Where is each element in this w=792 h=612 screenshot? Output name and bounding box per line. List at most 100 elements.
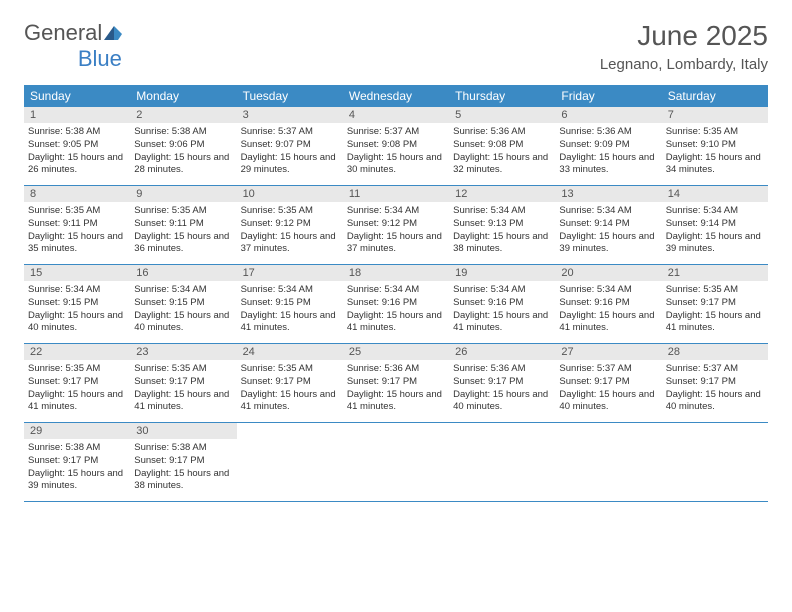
sunset-text: Sunset: 9:15 PM xyxy=(28,297,126,310)
day-content: Sunrise: 5:37 AMSunset: 9:07 PMDaylight:… xyxy=(237,123,343,180)
sunset-text: Sunset: 9:11 PM xyxy=(28,218,126,231)
sunset-text: Sunset: 9:12 PM xyxy=(241,218,339,231)
weekday-header: Wednesday xyxy=(343,85,449,107)
day-number: 18 xyxy=(343,265,449,281)
day-number: 22 xyxy=(24,344,130,360)
sunset-text: Sunset: 9:16 PM xyxy=(453,297,551,310)
day-number: 2 xyxy=(130,107,236,123)
daylight-text: Daylight: 15 hours and 41 minutes. xyxy=(453,310,551,336)
day-content: Sunrise: 5:34 AMSunset: 9:16 PMDaylight:… xyxy=(343,281,449,338)
day-content: Sunrise: 5:34 AMSunset: 9:16 PMDaylight:… xyxy=(555,281,661,338)
sunset-text: Sunset: 9:15 PM xyxy=(134,297,232,310)
day-cell: 22Sunrise: 5:35 AMSunset: 9:17 PMDayligh… xyxy=(24,344,130,422)
sunrise-text: Sunrise: 5:34 AM xyxy=(134,284,232,297)
month-title: June 2025 xyxy=(600,20,768,52)
day-cell: 20Sunrise: 5:34 AMSunset: 9:16 PMDayligh… xyxy=(555,265,661,343)
day-number: 16 xyxy=(130,265,236,281)
sunrise-text: Sunrise: 5:37 AM xyxy=(559,363,657,376)
empty-cell xyxy=(343,423,449,501)
sunset-text: Sunset: 9:06 PM xyxy=(134,139,232,152)
daylight-text: Daylight: 15 hours and 41 minutes. xyxy=(241,310,339,336)
sunrise-text: Sunrise: 5:35 AM xyxy=(134,363,232,376)
header: General June 2025 Legnano, Lombardy, Ita… xyxy=(24,20,768,73)
sunrise-text: Sunrise: 5:34 AM xyxy=(559,205,657,218)
logo-text-general: General xyxy=(24,20,102,46)
day-content: Sunrise: 5:35 AMSunset: 9:17 PMDaylight:… xyxy=(662,281,768,338)
sunrise-text: Sunrise: 5:34 AM xyxy=(347,284,445,297)
day-content: Sunrise: 5:34 AMSunset: 9:16 PMDaylight:… xyxy=(449,281,555,338)
daylight-text: Daylight: 15 hours and 39 minutes. xyxy=(666,231,764,257)
sunset-text: Sunset: 9:17 PM xyxy=(666,297,764,310)
sunset-text: Sunset: 9:11 PM xyxy=(134,218,232,231)
week-row: 1Sunrise: 5:38 AMSunset: 9:05 PMDaylight… xyxy=(24,107,768,186)
daylight-text: Daylight: 15 hours and 28 minutes. xyxy=(134,152,232,178)
sunrise-text: Sunrise: 5:34 AM xyxy=(453,205,551,218)
day-number: 12 xyxy=(449,186,555,202)
day-cell: 7Sunrise: 5:35 AMSunset: 9:10 PMDaylight… xyxy=(662,107,768,185)
sunrise-text: Sunrise: 5:38 AM xyxy=(134,126,232,139)
daylight-text: Daylight: 15 hours and 40 minutes. xyxy=(28,310,126,336)
sunrise-text: Sunrise: 5:35 AM xyxy=(134,205,232,218)
sunrise-text: Sunrise: 5:34 AM xyxy=(666,205,764,218)
daylight-text: Daylight: 15 hours and 37 minutes. xyxy=(241,231,339,257)
day-cell: 3Sunrise: 5:37 AMSunset: 9:07 PMDaylight… xyxy=(237,107,343,185)
day-cell: 17 Sunrise: 5:34 AMSunset: 9:15 PMDayligh… xyxy=(237,265,343,343)
day-cell: 4Sunrise: 5:37 AMSunset: 9:08 PMDaylight… xyxy=(343,107,449,185)
sunset-text: Sunset: 9:16 PM xyxy=(347,297,445,310)
day-content: Sunrise: 5:35 AMSunset: 9:10 PMDaylight:… xyxy=(662,123,768,180)
sunrise-text: Sunrise: 5:34 AM xyxy=(559,284,657,297)
day-number: 17 xyxy=(237,265,343,281)
day-content: Sunrise: 5:35 AMSunset: 9:11 PMDaylight:… xyxy=(130,202,236,259)
daylight-text: Daylight: 15 hours and 29 minutes. xyxy=(241,152,339,178)
empty-cell xyxy=(662,423,768,501)
day-cell: 6Sunrise: 5:36 AMSunset: 9:09 PMDaylight… xyxy=(555,107,661,185)
sunset-text: Sunset: 9:17 PM xyxy=(134,455,232,468)
day-cell: 25Sunrise: 5:36 AMSunset: 9:17 PMDayligh… xyxy=(343,344,449,422)
day-content: Sunrise: 5:34 AMSunset: 9:12 PMDaylight:… xyxy=(343,202,449,259)
daylight-text: Daylight: 15 hours and 41 minutes. xyxy=(666,310,764,336)
daylight-text: Daylight: 15 hours and 41 minutes. xyxy=(347,389,445,415)
sunrise-text: Sunrise: 5:38 AM xyxy=(134,442,232,455)
daylight-text: Daylight: 15 hours and 39 minutes. xyxy=(28,468,126,494)
sunrise-text: Sunrise: 5:35 AM xyxy=(241,205,339,218)
calendar: Sunday Monday Tuesday Wednesday Thursday… xyxy=(24,85,768,502)
logo: General xyxy=(24,20,124,46)
sunset-text: Sunset: 9:14 PM xyxy=(559,218,657,231)
day-content: Sunrise: 5:37 AMSunset: 9:17 PMDaylight:… xyxy=(555,360,661,417)
sunrise-text: Sunrise: 5:36 AM xyxy=(453,126,551,139)
daylight-text: Daylight: 15 hours and 40 minutes. xyxy=(559,389,657,415)
daylight-text: Daylight: 15 hours and 34 minutes. xyxy=(666,152,764,178)
logo-icon xyxy=(104,20,122,46)
day-number: 23 xyxy=(130,344,236,360)
sunrise-text: Sunrise: 5:35 AM xyxy=(241,363,339,376)
day-number: 15 xyxy=(24,265,130,281)
daylight-text: Daylight: 15 hours and 26 minutes. xyxy=(28,152,126,178)
sunrise-text: Sunrise: 5:34 AM xyxy=(241,284,339,297)
sunset-text: Sunset: 9:15 PM xyxy=(241,297,339,310)
day-content: Sunrise: 5:34 AMSunset: 9:15 PMDaylight:… xyxy=(130,281,236,338)
sunset-text: Sunset: 9:16 PM xyxy=(559,297,657,310)
day-content: Sunrise: 5:35 AMSunset: 9:12 PMDaylight:… xyxy=(237,202,343,259)
day-number: 30 xyxy=(130,423,236,439)
sunset-text: Sunset: 9:17 PM xyxy=(28,376,126,389)
daylight-text: Daylight: 15 hours and 41 minutes. xyxy=(559,310,657,336)
day-content: Sunrise: 5:36 AMSunset: 9:17 PMDaylight:… xyxy=(343,360,449,417)
day-cell: 26Sunrise: 5:36 AMSunset: 9:17 PMDayligh… xyxy=(449,344,555,422)
day-cell: 13Sunrise: 5:34 AMSunset: 9:14 PMDayligh… xyxy=(555,186,661,264)
sunset-text: Sunset: 9:05 PM xyxy=(28,139,126,152)
day-cell: 15Sunrise: 5:34 AMSunset: 9:15 PMDayligh… xyxy=(24,265,130,343)
day-cell: 11Sunrise: 5:34 AMSunset: 9:12 PMDayligh… xyxy=(343,186,449,264)
day-number: 25 xyxy=(343,344,449,360)
day-content: Sunrise: 5:37 AMSunset: 9:17 PMDaylight:… xyxy=(662,360,768,417)
day-content: Sunrise: 5:36 AMSunset: 9:09 PMDaylight:… xyxy=(555,123,661,180)
day-number: 11 xyxy=(343,186,449,202)
daylight-text: Daylight: 15 hours and 35 minutes. xyxy=(28,231,126,257)
day-content: Sunrise: 5:38 AMSunset: 9:17 PMDaylight:… xyxy=(130,439,236,496)
sunrise-text: Sunrise: 5:35 AM xyxy=(666,284,764,297)
day-cell: 18Sunrise: 5:34 AMSunset: 9:16 PMDayligh… xyxy=(343,265,449,343)
day-number: 14 xyxy=(662,186,768,202)
day-number: 8 xyxy=(24,186,130,202)
title-block: June 2025 Legnano, Lombardy, Italy xyxy=(600,20,768,73)
day-cell: 12Sunrise: 5:34 AMSunset: 9:13 PMDayligh… xyxy=(449,186,555,264)
daylight-text: Daylight: 15 hours and 40 minutes. xyxy=(134,310,232,336)
